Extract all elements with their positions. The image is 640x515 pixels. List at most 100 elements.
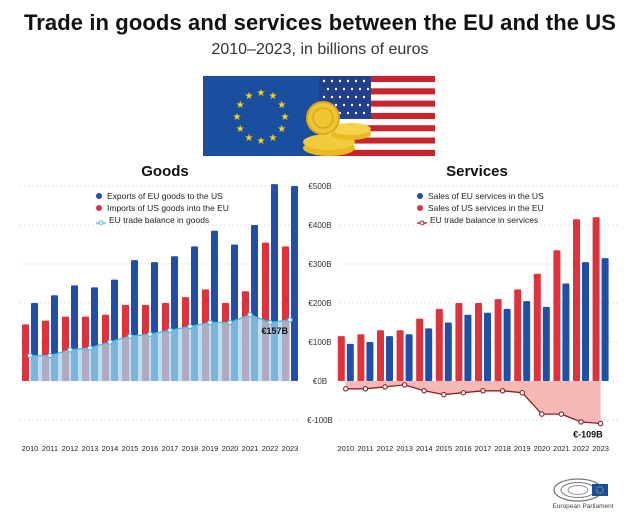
x-tick-label: 2012 [377,444,394,453]
balance-area-goods [30,314,290,381]
legend-item-eu-services: Sales of EU services in the US [417,190,544,202]
bar-services-sales-of-us-services-in-the-eu [357,334,365,381]
bar-services-sales-of-us-services-in-the-eu [573,219,580,381]
balance-point [147,331,153,337]
balance-area-services [345,381,601,424]
balance-point [441,391,447,398]
y-tick-label: €100B [308,338,331,347]
legend-item-exports: Exports of EU goods to the US [96,190,229,202]
x-tick-label: 2013 [396,444,413,453]
x-tick-label: 2013 [82,444,99,453]
balance-point [87,345,93,351]
bar-services-sales-of-eu-services-in-the-us [405,334,413,381]
bar-services-sales-of-us-services-in-the-eu [337,336,345,381]
bar-services-sales-of-us-services-in-the-eu [416,318,424,381]
x-tick-label: 2016 [455,444,472,453]
coins-icon [303,101,371,156]
chart-subtitle: 2010–2023, in billions of euros [211,41,429,58]
bar-services-sales-of-us-services-in-the-eu [592,217,600,381]
bar-services-sales-of-eu-services-in-the-us [484,312,491,382]
x-tick-label: 2023 [592,444,609,453]
balance-annotation-goods: €157B [261,326,288,336]
balance-point [343,386,349,392]
x-tick-label: 2020 [533,444,550,453]
svg-text:★: ★ [245,133,254,144]
bar-services-sales-of-eu-services-in-the-us [366,342,374,381]
balance-line-goods [30,314,291,357]
legend-item-goods-balance: EU trade balance in goods [96,214,229,226]
eu-us-flags-icon: ★ ★★★★★★★★★★★ [203,76,435,156]
y-tick-label: €200B [308,299,331,308]
bar-services-sales-of-us-services-in-the-eu [396,330,404,381]
balance-point [539,411,545,417]
x-tick-label: 2015 [122,444,139,453]
balance-point [267,319,273,326]
x-tick-label: 2019 [202,444,219,453]
balance-point [558,411,565,417]
services-legend: Sales of EU services in the US Sales of … [417,190,544,226]
x-tick-label: 2022 [262,444,279,453]
balance-point [167,327,173,334]
bar-services-sales-of-us-services-in-the-eu [553,250,561,381]
x-tick-label: 2018 [494,444,511,453]
logo-text: European Parliament [552,503,614,510]
bar-services-sales-of-us-services-in-the-eu [455,303,463,381]
balance-annotation-services: €-109B [573,430,603,440]
x-tick-label: 2010 [337,444,354,453]
bar-services-sales-of-eu-services-in-the-us [346,343,354,381]
balance-point [421,388,427,394]
x-tick-label: 2021 [242,444,259,453]
balance-point [578,419,584,425]
bar-services-sales-of-eu-services-in-the-us [386,336,393,381]
services-panel-title: Services [446,163,508,180]
bar-goods-imports-of-us-goods-into-the-eu [22,324,29,381]
legend-item-us-services: Sales of US services in the EU [417,202,544,214]
legend-item-services-balance: EU trade balance in services [417,214,544,226]
x-tick-label: 2014 [416,444,433,453]
balance-point [247,311,253,318]
european-parliament-logo [553,478,608,502]
balance-point [187,323,193,330]
svg-text:★: ★ [245,91,254,102]
x-tick-label: 2020 [222,444,239,453]
x-tick-label: 2016 [142,444,159,453]
balance-point [127,333,133,339]
legend-item-imports: Imports of US goods into the EU [96,202,229,214]
balance-point [460,389,467,396]
x-tick-label: 2010 [22,444,39,453]
balance-point [597,420,604,427]
bar-services-sales-of-eu-services-in-the-us [503,308,511,381]
y-tick-label: €0B [313,377,327,386]
balance-point [519,389,525,396]
balance-point [107,339,113,345]
bar-services-sales-of-us-services-in-the-eu [475,303,482,381]
bar-services-sales-of-eu-services-in-the-us [601,258,609,381]
y-tick-label: €300B [308,260,331,269]
balance-point [47,352,53,359]
x-tick-label: 2023 [282,444,299,453]
svg-text:★: ★ [257,88,266,99]
balance-point [480,388,486,394]
balance-point [67,347,73,353]
x-tick-label: 2011 [42,444,58,453]
bar-goods-exports-of-eu-goods-to-the-us [291,186,298,381]
balance-point [362,386,369,392]
svg-text:★: ★ [236,124,245,135]
bar-services-sales-of-us-services-in-the-eu [377,330,384,381]
balance-point [401,382,408,388]
goods-panel-title: Goods [141,163,189,180]
x-tick-label: 2014 [102,444,119,453]
balance-point [287,317,293,323]
x-tick-label: 2022 [573,444,590,453]
svg-text:★: ★ [257,136,266,147]
x-tick-label: 2012 [62,444,79,453]
y-tick-label: €-100B [307,416,333,425]
balance-line-services [345,384,601,425]
bar-services-sales-of-eu-services-in-the-us [582,262,589,381]
x-tick-label: 2019 [514,444,531,453]
bar-services-sales-of-us-services-in-the-eu [435,308,443,381]
bar-services-sales-of-eu-services-in-the-us [425,328,433,381]
svg-text:★: ★ [269,133,278,144]
bar-services-sales-of-us-services-in-the-eu [514,289,522,381]
